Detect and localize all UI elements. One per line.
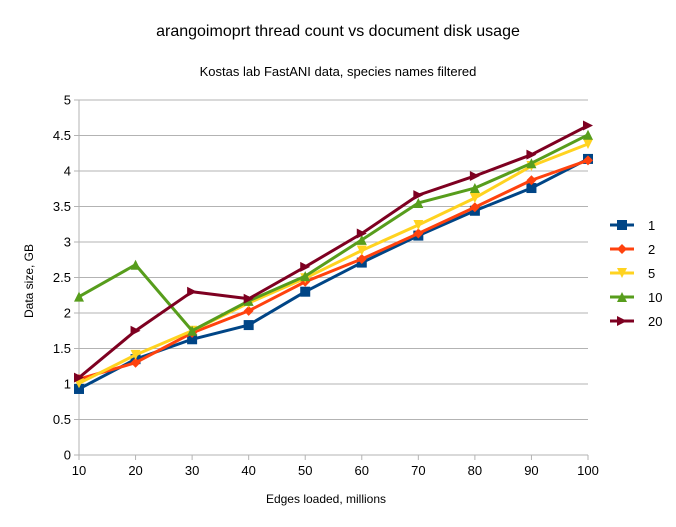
legend-marker bbox=[617, 316, 627, 326]
data-point-5 bbox=[583, 139, 593, 150]
series-line-20 bbox=[78, 124, 589, 379]
series-20 bbox=[74, 120, 593, 383]
legend-marker bbox=[617, 220, 627, 230]
chart-subtitle: Kostas lab FastANI data, species names f… bbox=[200, 64, 477, 79]
series-line-5 bbox=[78, 142, 589, 385]
data-point-10 bbox=[583, 129, 593, 140]
data-point-1 bbox=[526, 183, 537, 194]
data-point-20 bbox=[356, 228, 367, 239]
data-point-20 bbox=[74, 372, 84, 383]
legend-item-2[interactable]: 2 bbox=[610, 242, 655, 257]
x-axis-title: Edges loaded, millions bbox=[266, 492, 386, 506]
series-group bbox=[74, 120, 593, 394]
y-tick-label: 1 bbox=[64, 377, 71, 392]
data-point-5 bbox=[413, 219, 424, 230]
y-axis-tick-labels: 0 0.5 1 1.5 2 2.5 3 3.5 4 4.5 5 bbox=[53, 93, 71, 463]
data-point-2 bbox=[583, 155, 593, 166]
data-point-5 bbox=[130, 349, 141, 360]
data-point-2 bbox=[356, 254, 367, 265]
y-tick-label: 4.5 bbox=[53, 128, 71, 143]
data-point-2 bbox=[130, 357, 141, 368]
legend-item-1[interactable]: 1 bbox=[610, 218, 655, 233]
x-tick-label: 30 bbox=[185, 463, 199, 478]
x-tick-label: 90 bbox=[524, 463, 538, 478]
legend-item-5[interactable]: 5 bbox=[610, 266, 655, 281]
data-point-20 bbox=[243, 293, 254, 304]
y-axis-title: Data size, GB bbox=[22, 244, 36, 318]
y-tick-label: 0.5 bbox=[53, 412, 71, 427]
data-point-20 bbox=[413, 190, 424, 201]
legend-item-10[interactable]: 10 bbox=[610, 290, 662, 305]
data-point-20 bbox=[187, 286, 198, 297]
legend-label: 2 bbox=[648, 242, 655, 257]
x-tick-label: 20 bbox=[128, 463, 142, 478]
legend-marker bbox=[617, 292, 627, 302]
y-tick-label: 1.5 bbox=[53, 341, 71, 356]
data-point-1 bbox=[243, 320, 254, 331]
legend-marker bbox=[617, 268, 627, 278]
x-tick-label: 40 bbox=[241, 463, 255, 478]
legend-item-20[interactable]: 20 bbox=[610, 314, 662, 329]
data-point-5 bbox=[356, 245, 367, 256]
data-point-10 bbox=[74, 291, 84, 302]
data-point-20 bbox=[526, 149, 537, 160]
data-point-20 bbox=[300, 261, 311, 272]
data-point-2 bbox=[469, 202, 480, 213]
data-point-10 bbox=[187, 325, 198, 336]
y-tick-label: 2.5 bbox=[53, 270, 71, 285]
y-tick-label: 0 bbox=[64, 448, 71, 463]
data-point-1 bbox=[74, 383, 84, 394]
x-tick-label: 10 bbox=[72, 463, 86, 478]
data-point-5 bbox=[469, 192, 480, 203]
y-tick-label: 2 bbox=[64, 306, 71, 321]
data-point-2 bbox=[526, 175, 537, 186]
legend-label: 20 bbox=[648, 314, 662, 329]
data-point-2 bbox=[243, 305, 254, 316]
series-10 bbox=[74, 129, 593, 336]
x-tick-label: 70 bbox=[411, 463, 425, 478]
legend[interactable]: 1 2 5 10 20 bbox=[610, 218, 662, 329]
data-point-20 bbox=[469, 170, 480, 181]
data-point-10 bbox=[130, 259, 141, 270]
data-point-10 bbox=[300, 271, 311, 282]
data-point-10 bbox=[469, 183, 480, 194]
legend-label: 5 bbox=[648, 266, 655, 281]
axes bbox=[78, 100, 589, 460]
x-tick-label: 60 bbox=[355, 463, 369, 478]
x-tick-label: 80 bbox=[468, 463, 482, 478]
series-line-10 bbox=[78, 133, 589, 333]
chart-title: arangoimoprt thread count vs document di… bbox=[156, 23, 520, 40]
data-point-20 bbox=[583, 120, 593, 131]
data-point-20 bbox=[130, 325, 141, 336]
data-point-10 bbox=[413, 197, 424, 208]
legend-label: 10 bbox=[648, 290, 662, 305]
series-line-2 bbox=[78, 158, 589, 381]
y-tick-label: 4 bbox=[64, 164, 71, 179]
y-tick-label: 5 bbox=[64, 93, 71, 108]
data-point-1 bbox=[300, 286, 311, 297]
x-tick-label: 50 bbox=[298, 463, 312, 478]
y-tick-label: 3.5 bbox=[53, 199, 71, 214]
legend-label: 1 bbox=[648, 218, 655, 233]
data-point-1 bbox=[187, 334, 198, 345]
y-tick-label: 3 bbox=[64, 235, 71, 250]
data-point-10 bbox=[356, 234, 367, 245]
x-tick-label: 100 bbox=[577, 463, 599, 478]
data-point-2 bbox=[413, 228, 424, 239]
x-axis-tick-labels: 10 20 30 40 50 60 70 80 90 100 bbox=[72, 463, 599, 478]
data-point-10 bbox=[526, 158, 537, 169]
legend-marker bbox=[617, 244, 627, 254]
